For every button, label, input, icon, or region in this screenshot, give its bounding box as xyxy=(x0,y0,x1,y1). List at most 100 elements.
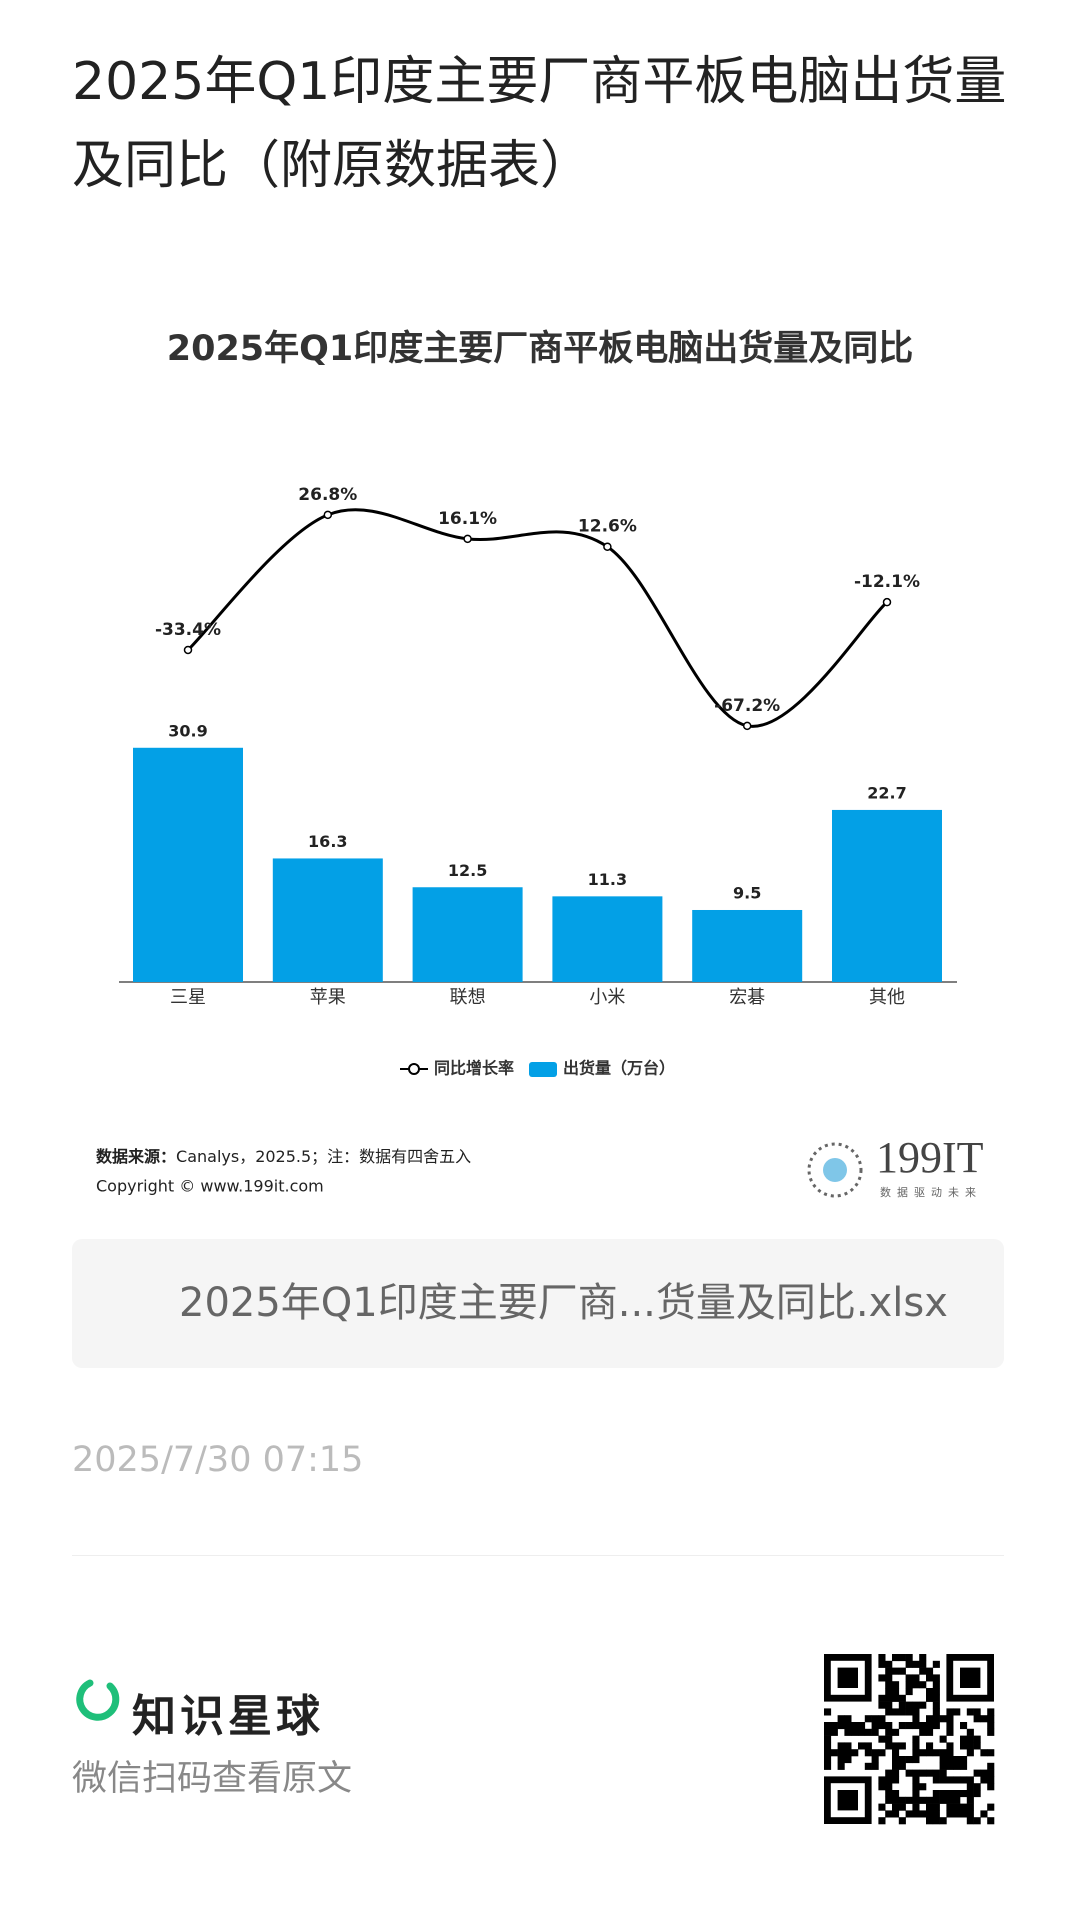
attachment-card[interactable] xyxy=(72,1239,1004,1368)
qr-module xyxy=(871,1715,879,1723)
qr-module xyxy=(939,1776,947,1784)
qr-module xyxy=(966,1803,974,1811)
qr-module xyxy=(912,1776,920,1784)
qr-module xyxy=(960,1776,968,1784)
qr-module xyxy=(966,1790,974,1798)
qr-module xyxy=(973,1769,981,1777)
qr-module xyxy=(864,1762,872,1770)
legend-marker xyxy=(408,1063,420,1075)
qr-module xyxy=(912,1660,920,1668)
qr-module xyxy=(926,1688,934,1696)
qr-module xyxy=(824,1722,832,1730)
qr-module xyxy=(932,1688,940,1696)
qr-module xyxy=(878,1817,886,1825)
qr-module xyxy=(892,1796,900,1804)
chart-title: 2025年Q1印度主要厂商平板电脑出货量及同比 xyxy=(167,329,914,369)
line-label: 16.1% xyxy=(438,509,497,529)
brand-icon xyxy=(76,1679,120,1721)
x-tick-label: 其他 xyxy=(869,987,905,1008)
qr-module xyxy=(905,1769,913,1777)
qr-module xyxy=(830,1749,838,1757)
qr-module xyxy=(871,1749,879,1757)
qr-module xyxy=(864,1715,872,1723)
qr-module xyxy=(960,1790,968,1798)
qr-module xyxy=(871,1722,879,1730)
logo-icon xyxy=(807,1142,863,1198)
qr-module xyxy=(919,1667,927,1675)
qr-module xyxy=(932,1776,940,1784)
qr-module xyxy=(966,1783,974,1791)
qr-module xyxy=(898,1762,906,1770)
qr-module xyxy=(837,1749,845,1757)
copyright: Copyright © www.199it.com xyxy=(96,1177,324,1196)
qr-module xyxy=(844,1715,852,1723)
qr-module xyxy=(905,1654,913,1662)
timestamp: 2025/7/30 07:15 xyxy=(72,1440,364,1480)
qr-module xyxy=(824,1749,832,1757)
qr-module xyxy=(885,1708,893,1716)
qr-module xyxy=(932,1817,940,1825)
qr-module xyxy=(932,1790,940,1798)
qr-module xyxy=(953,1796,961,1804)
qr-module xyxy=(926,1722,934,1730)
qr-module xyxy=(885,1688,893,1696)
qr-module xyxy=(919,1749,927,1757)
attachment-name[interactable]: 2025年Q1印度主要厂商...货量及同比.xlsx xyxy=(179,1280,948,1326)
qr-module xyxy=(898,1667,906,1675)
qr-module xyxy=(919,1810,927,1818)
qr-module xyxy=(851,1728,859,1736)
qr-module xyxy=(960,1762,968,1770)
qr-module xyxy=(905,1796,913,1804)
qr-module xyxy=(878,1783,886,1791)
qr-finder xyxy=(837,1790,858,1811)
qr-module xyxy=(939,1715,947,1723)
qr-module xyxy=(912,1769,920,1777)
qr-module xyxy=(824,1756,832,1764)
qr-module xyxy=(932,1769,940,1777)
qr-module xyxy=(966,1735,974,1743)
qr-module xyxy=(912,1674,920,1682)
qr-module xyxy=(932,1708,940,1716)
qr-module xyxy=(987,1749,995,1757)
qr-module xyxy=(973,1742,981,1750)
qr-module xyxy=(987,1776,995,1784)
bar-label: 12.5 xyxy=(448,861,487,880)
qr-module xyxy=(980,1810,988,1818)
legend-swatch xyxy=(529,1062,557,1077)
qr-module xyxy=(966,1728,974,1736)
bar-label: 9.5 xyxy=(733,883,761,902)
logo: 199IT 数据驱动未来 xyxy=(807,1133,984,1199)
x-tick-label: 联想 xyxy=(450,987,486,1008)
qr-module xyxy=(919,1681,927,1689)
qr-module xyxy=(966,1817,974,1825)
qr-module xyxy=(892,1756,900,1764)
qr-module xyxy=(987,1817,995,1825)
qr-module xyxy=(932,1796,940,1804)
qr-module xyxy=(926,1803,934,1811)
source-text: Canalys，2025.5；注：数据有四舍五入 xyxy=(176,1147,471,1166)
line-label: -33.4% xyxy=(155,620,221,640)
qr-module xyxy=(973,1817,981,1825)
qr-module xyxy=(885,1735,893,1743)
qr-module xyxy=(926,1810,934,1818)
qr-module xyxy=(892,1742,900,1750)
qr-module xyxy=(953,1762,961,1770)
x-tick-label: 苹果 xyxy=(310,987,346,1008)
scan-hint: 微信扫码查看原文 xyxy=(72,1759,353,1799)
qr-module xyxy=(871,1728,879,1736)
qr-module xyxy=(905,1674,913,1682)
source: 数据来源：Canalys，2025.5；注：数据有四舍五入 xyxy=(96,1147,471,1166)
bar xyxy=(412,887,523,982)
bar xyxy=(272,858,383,982)
line-point xyxy=(463,534,472,544)
qr-module xyxy=(932,1701,940,1709)
source-label: 数据来源： xyxy=(96,1147,176,1166)
qr-module xyxy=(892,1688,900,1696)
qr-module xyxy=(885,1776,893,1784)
qr-module xyxy=(919,1796,927,1804)
line xyxy=(186,508,888,728)
qr-module xyxy=(905,1701,913,1709)
qr-module xyxy=(912,1790,920,1798)
